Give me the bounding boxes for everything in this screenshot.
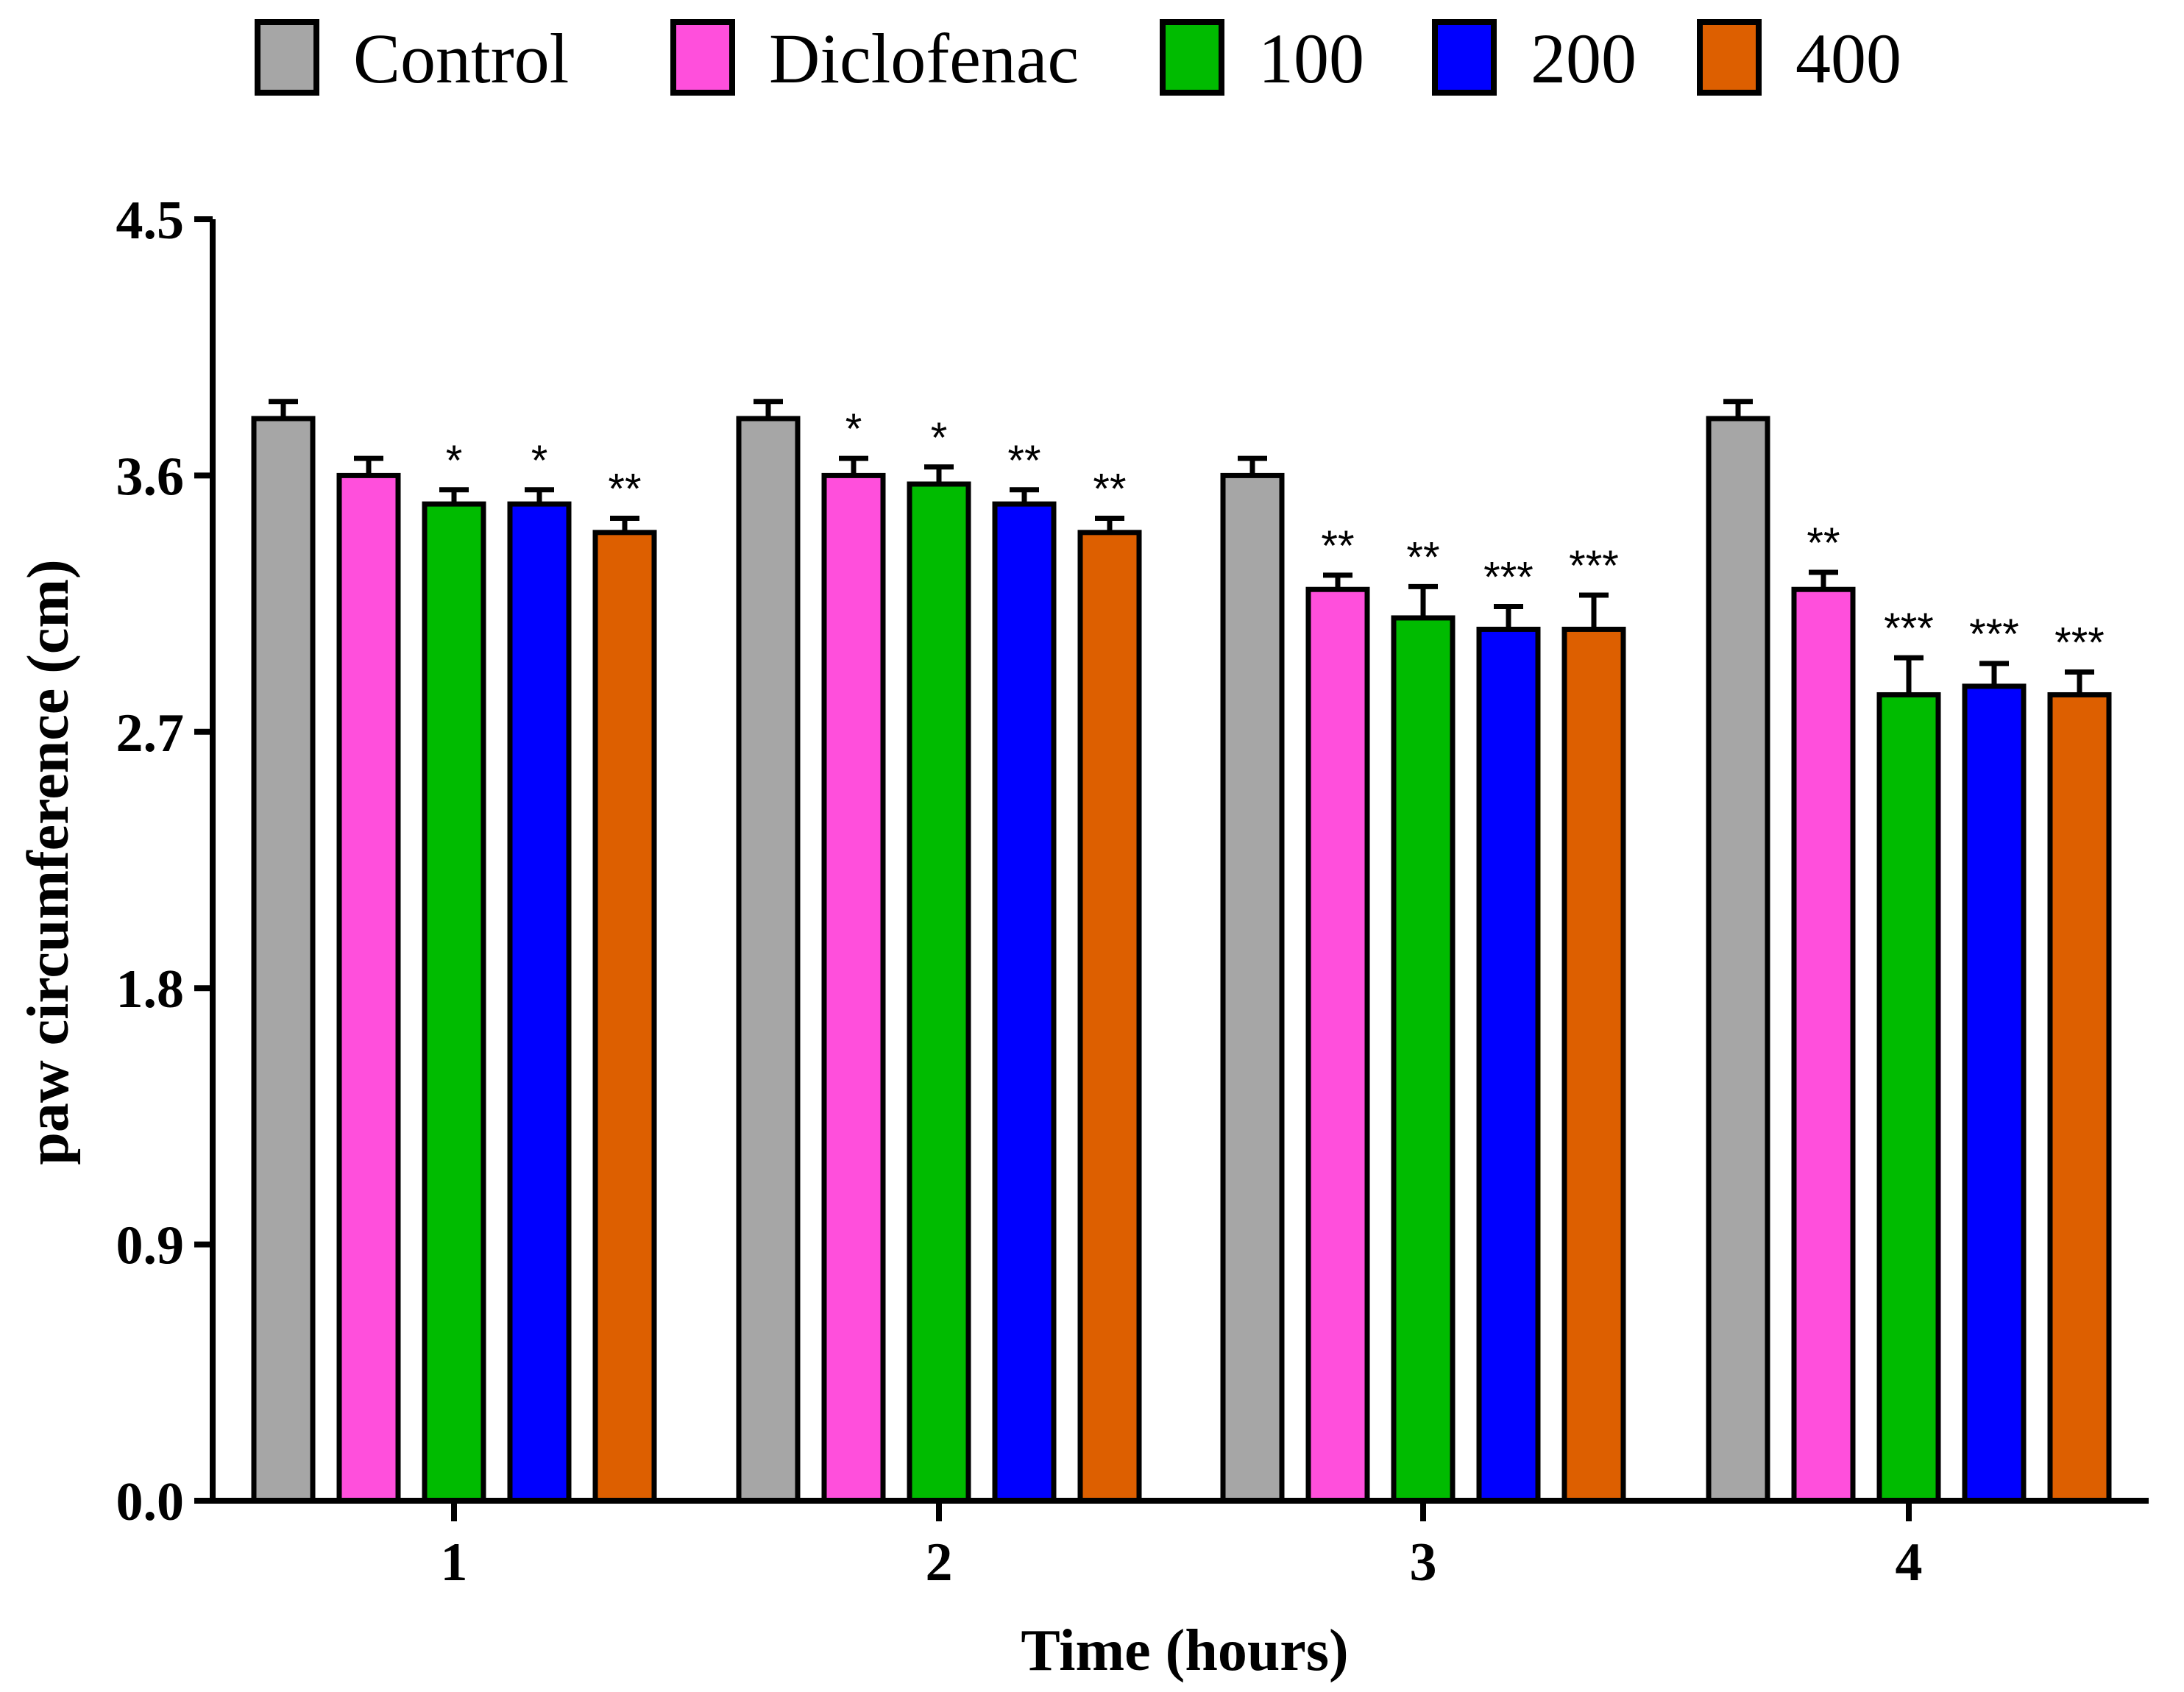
bar [2047, 692, 2112, 1504]
y-tick-label: 0.0 [116, 1472, 185, 1532]
axes [210, 219, 2149, 1504]
bars-group: * **** * ****** ** *** *** ***** *** *** [251, 399, 2112, 1504]
y-tick-label: 2.7 [116, 703, 185, 764]
bar [1220, 472, 1285, 1504]
bar [1391, 615, 1456, 1504]
bar [1476, 626, 1541, 1504]
y-tick-label: 1.8 [116, 959, 185, 1020]
bar [736, 416, 801, 1504]
significance-label: *** [1884, 605, 1934, 653]
x-tick-label: 1 [441, 1532, 468, 1593]
significance-label: *** [2054, 619, 2105, 667]
significance-label: * [531, 437, 548, 485]
bar [1876, 692, 1941, 1504]
significance-label: * [446, 437, 463, 485]
x-ticks: 1 2 3 4 [441, 1501, 1923, 1593]
legend-label: 400 [1795, 19, 1901, 98]
legend-label: Diclofenac [769, 19, 1079, 98]
legend-label: 200 [1531, 19, 1637, 98]
bar [336, 472, 401, 1504]
legend-swatch [255, 19, 319, 96]
significance-label: ** [608, 465, 641, 513]
bar [992, 501, 1057, 1504]
significance-label: ** [1807, 519, 1840, 567]
legend-swatch [1697, 19, 1762, 96]
y-ticks: 0.0 0.9 1.8 2.7 3.6 4.5 [116, 191, 213, 1532]
bar [1305, 586, 1370, 1504]
significance-label: *** [1569, 542, 1619, 590]
legend-label: Control [353, 19, 569, 98]
bar [1791, 586, 1856, 1504]
significance-label: ** [1093, 465, 1126, 513]
bar [821, 472, 886, 1504]
y-tick-label: 0.9 [116, 1216, 185, 1276]
significance-label: *** [1969, 611, 2019, 658]
legend: Control Diclofenac 100 200 400 [255, 19, 1901, 98]
x-tick-label: 2 [926, 1532, 953, 1593]
x-tick-label: 4 [1896, 1532, 1923, 1593]
significance-label: * [931, 414, 948, 462]
legend-swatch [1160, 19, 1224, 96]
y-tick-label: 4.5 [116, 191, 185, 251]
bar [907, 481, 971, 1504]
bar [1077, 530, 1142, 1504]
bar [1561, 626, 1626, 1504]
bar [592, 530, 657, 1504]
bar [1962, 683, 2027, 1504]
y-tick-label: 3.6 [116, 447, 185, 507]
significance-label: ** [1321, 522, 1354, 570]
significance-label: ** [1007, 437, 1040, 485]
significance-label: *** [1483, 553, 1534, 601]
legend-swatch [1432, 19, 1497, 96]
bar [251, 416, 316, 1504]
significance-label: * [845, 405, 862, 453]
bar [507, 501, 572, 1504]
x-axis-title: Time (hours) [1021, 1618, 1348, 1683]
legend-swatch [670, 19, 735, 96]
x-tick-label: 3 [1410, 1532, 1437, 1593]
significance-label: ** [1406, 533, 1439, 581]
y-axis-title: paw circumference (cm) [16, 559, 81, 1165]
bar [422, 501, 486, 1504]
legend-label: 100 [1258, 19, 1364, 98]
bar [1706, 416, 1770, 1504]
